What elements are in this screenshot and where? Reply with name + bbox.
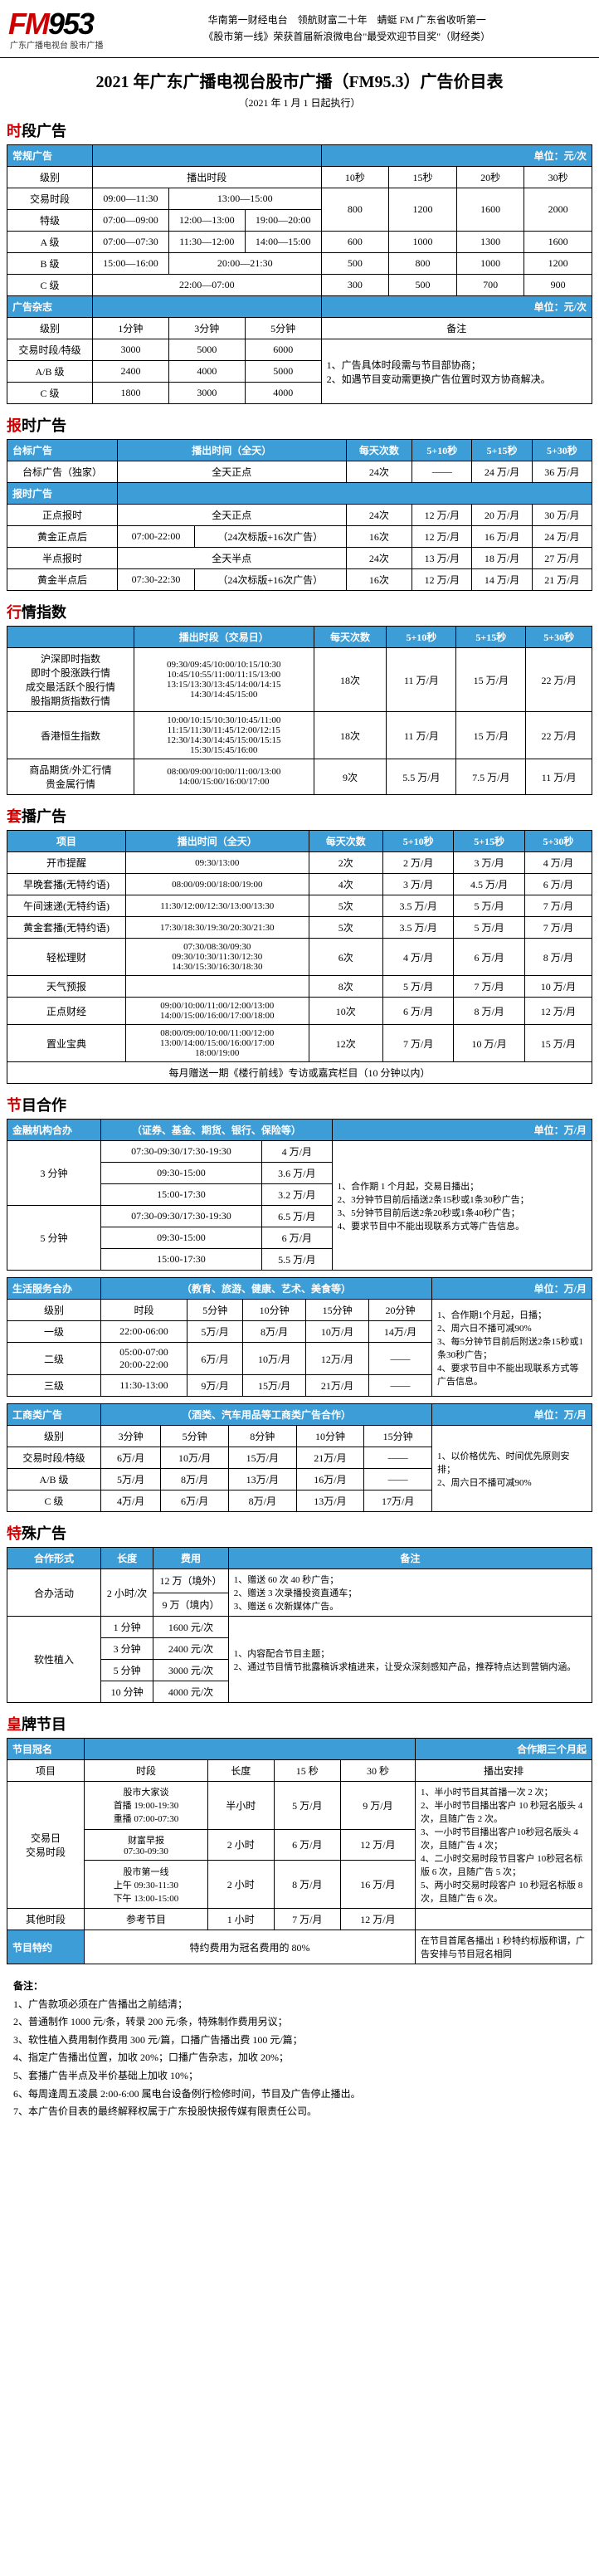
logo-num: 953 <box>48 7 93 41</box>
note-item: 5、套播广告半点及半价基础上加收 10%； <box>13 2067 586 2086</box>
header-text: 华南第一财经电台 领航财富二十年 蜻蜓 FM 广东省收听第一 《股市第一线》荣获… <box>104 12 592 44</box>
section-shiduan: 时段广告 <box>7 120 599 141</box>
logo-block: FM953 广东广播电视台 股市广播 <box>8 7 104 51</box>
table-hangqing: 播出时段（交易日）每天次数5+10秒5+15秒5+30秒 沪深即时指数 即时个股… <box>7 626 592 795</box>
note-item: 4、指定广告播出位置，加收 20%；口播广告杂志，加收 20%； <box>13 2049 586 2067</box>
page-title: 2021 年广东广播电视台股市广播（FM95.3）广告价目表 <box>0 68 599 92</box>
logo-header: FM953 广东广播电视台 股市广播 华南第一财经电台 领航财富二十年 蜻蜓 F… <box>0 0 599 58</box>
section-taobo: 套播广告 <box>7 805 599 827</box>
section-jiemu: 节目合作 <box>7 1094 599 1115</box>
table-teshu: 合作形式长度费用备注 合办活动2 小时/次12 万（境外）1、赠送 60 次 4… <box>7 1547 592 1703</box>
note-item: 6、每周逢周五凌晨 2:00-6:00 属电台设备例行检修时间，节目及广告停止播… <box>13 2086 586 2104</box>
note-item: 3、软性植入费用制作费用 300 元/篇，口播广告播出费 100 元/篇； <box>13 2032 586 2050</box>
table-jinrong: 金融机构合办（证券、基金、期货、银行、保险等）单位：万/月 3 分钟07:30-… <box>7 1119 592 1271</box>
header-line2: 《股市第一线》荣获首届新浪微电台"最受欢迎节目奖"（财经类） <box>112 29 583 45</box>
unit: 单位：元/次 <box>321 145 592 167</box>
table-gongshang: 工商类广告（酒类、汽车用品等工商类广告合作）单位：万/月 级别3分钟5分钟8分钟… <box>7 1403 592 1512</box>
changgui-name: 常规广告 <box>7 145 93 167</box>
note-item: 2、普通制作 1000 元/条，转录 200 元/条，特殊制作费用另议； <box>13 2013 586 2032</box>
table-changgui: 常规广告单位：元/次 级别 播出时段 10秒 15秒 20秒 30秒 交易时段0… <box>7 144 592 404</box>
header-line1: 华南第一财经电台 领航财富二十年 蜻蜓 FM 广东省收听第一 <box>112 12 583 28</box>
section-hangqing: 行情指数 <box>7 601 599 622</box>
page-subtitle: （2021 年 1 月 1 日起执行） <box>0 95 599 110</box>
section-teshu: 特殊广告 <box>7 1522 599 1544</box>
footer-notes: 备注： 1、广告款项必须在广告播出之前结清；2、普通制作 1000 元/条，转录… <box>0 1971 599 2128</box>
logo: FM953 <box>8 7 93 41</box>
section-huangpai: 皇牌节目 <box>7 1713 599 1734</box>
logo-sub: 广东广播电视台 股市广播 <box>10 38 104 51</box>
table-baoshi: 台标广告播出时间（全天）每天次数5+10秒5+15秒5+30秒 台标广告（独家）… <box>7 439 592 591</box>
note-item: 7、本广告价目表的最终解释权属于广东投股快报传媒有限责任公司。 <box>13 2103 586 2121</box>
note-item: 1、广告款项必须在广告播出之前结清； <box>13 1996 586 2014</box>
header-row: 级别 播出时段 10秒 15秒 20秒 30秒 <box>7 167 592 188</box>
section-baoshi: 报时广告 <box>7 414 599 436</box>
notes-title: 备注： <box>13 1978 586 1996</box>
zazhi-name: 广告杂志 <box>7 296 93 318</box>
table-huangpai: 节目冠名合作期三个月起 项目时段长度15 秒30 秒播出安排 交易日 交易时段股… <box>7 1738 592 1964</box>
table-shenghuo: 生活服务合办（教育、旅游、健康、艺术、美食等）单位：万/月 级别时段5分钟10分… <box>7 1277 592 1397</box>
logo-prefix: FM <box>8 7 48 41</box>
table-taobo: 项目播出时间（全天）每天次数5+10秒5+15秒5+30秒 开市提醒09:30/… <box>7 830 592 1084</box>
